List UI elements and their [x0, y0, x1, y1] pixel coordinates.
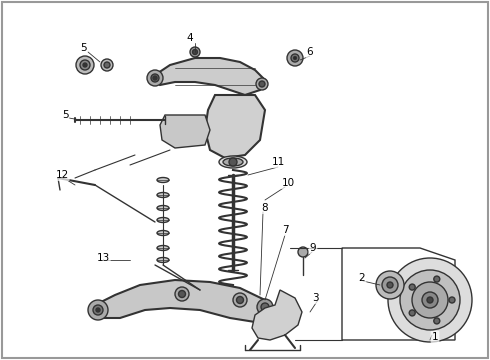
Polygon shape: [95, 280, 270, 322]
Text: 5: 5: [80, 43, 86, 53]
Circle shape: [412, 282, 448, 318]
Circle shape: [80, 60, 90, 70]
Circle shape: [382, 277, 398, 293]
Ellipse shape: [157, 193, 169, 198]
Circle shape: [409, 284, 415, 290]
Circle shape: [88, 300, 108, 320]
Text: 6: 6: [307, 47, 313, 57]
Polygon shape: [205, 95, 265, 158]
Ellipse shape: [157, 217, 169, 222]
Ellipse shape: [157, 206, 169, 211]
Circle shape: [400, 270, 460, 330]
Polygon shape: [160, 115, 210, 148]
Text: 10: 10: [281, 178, 294, 188]
Circle shape: [76, 56, 94, 74]
Text: 12: 12: [55, 170, 69, 180]
Circle shape: [101, 59, 113, 71]
Circle shape: [147, 70, 163, 86]
Circle shape: [387, 282, 393, 288]
Polygon shape: [155, 58, 265, 95]
Ellipse shape: [157, 177, 169, 183]
Circle shape: [153, 76, 157, 80]
Circle shape: [388, 258, 472, 342]
Circle shape: [193, 50, 197, 54]
Text: 9: 9: [310, 243, 317, 253]
Text: 2: 2: [359, 273, 366, 283]
Circle shape: [190, 47, 200, 57]
Circle shape: [434, 276, 440, 282]
Circle shape: [178, 291, 186, 297]
Text: 13: 13: [97, 253, 110, 263]
Circle shape: [291, 54, 299, 62]
Circle shape: [287, 50, 303, 66]
Circle shape: [229, 158, 237, 166]
Circle shape: [257, 299, 273, 315]
Circle shape: [298, 247, 308, 257]
Circle shape: [259, 81, 265, 87]
Circle shape: [104, 62, 110, 68]
Text: 11: 11: [271, 157, 285, 167]
Circle shape: [409, 310, 415, 316]
Text: 7: 7: [282, 225, 288, 235]
Polygon shape: [252, 290, 302, 340]
Text: 1: 1: [432, 332, 439, 342]
Circle shape: [151, 74, 159, 82]
Circle shape: [96, 308, 100, 312]
Circle shape: [233, 293, 247, 307]
Circle shape: [237, 297, 244, 303]
Ellipse shape: [223, 158, 243, 166]
Ellipse shape: [157, 230, 169, 235]
Circle shape: [422, 292, 438, 308]
Circle shape: [93, 305, 103, 315]
Text: 5: 5: [62, 110, 68, 120]
Circle shape: [294, 57, 296, 59]
Circle shape: [83, 63, 87, 67]
Circle shape: [427, 297, 433, 303]
Circle shape: [376, 271, 404, 299]
Circle shape: [175, 287, 189, 301]
Circle shape: [449, 297, 455, 303]
Ellipse shape: [157, 257, 169, 262]
Text: 3: 3: [312, 293, 318, 303]
Ellipse shape: [219, 156, 247, 168]
Circle shape: [261, 303, 269, 311]
Circle shape: [256, 78, 268, 90]
Text: 4: 4: [187, 33, 194, 43]
Text: 8: 8: [262, 203, 269, 213]
Circle shape: [434, 318, 440, 324]
Ellipse shape: [157, 246, 169, 251]
